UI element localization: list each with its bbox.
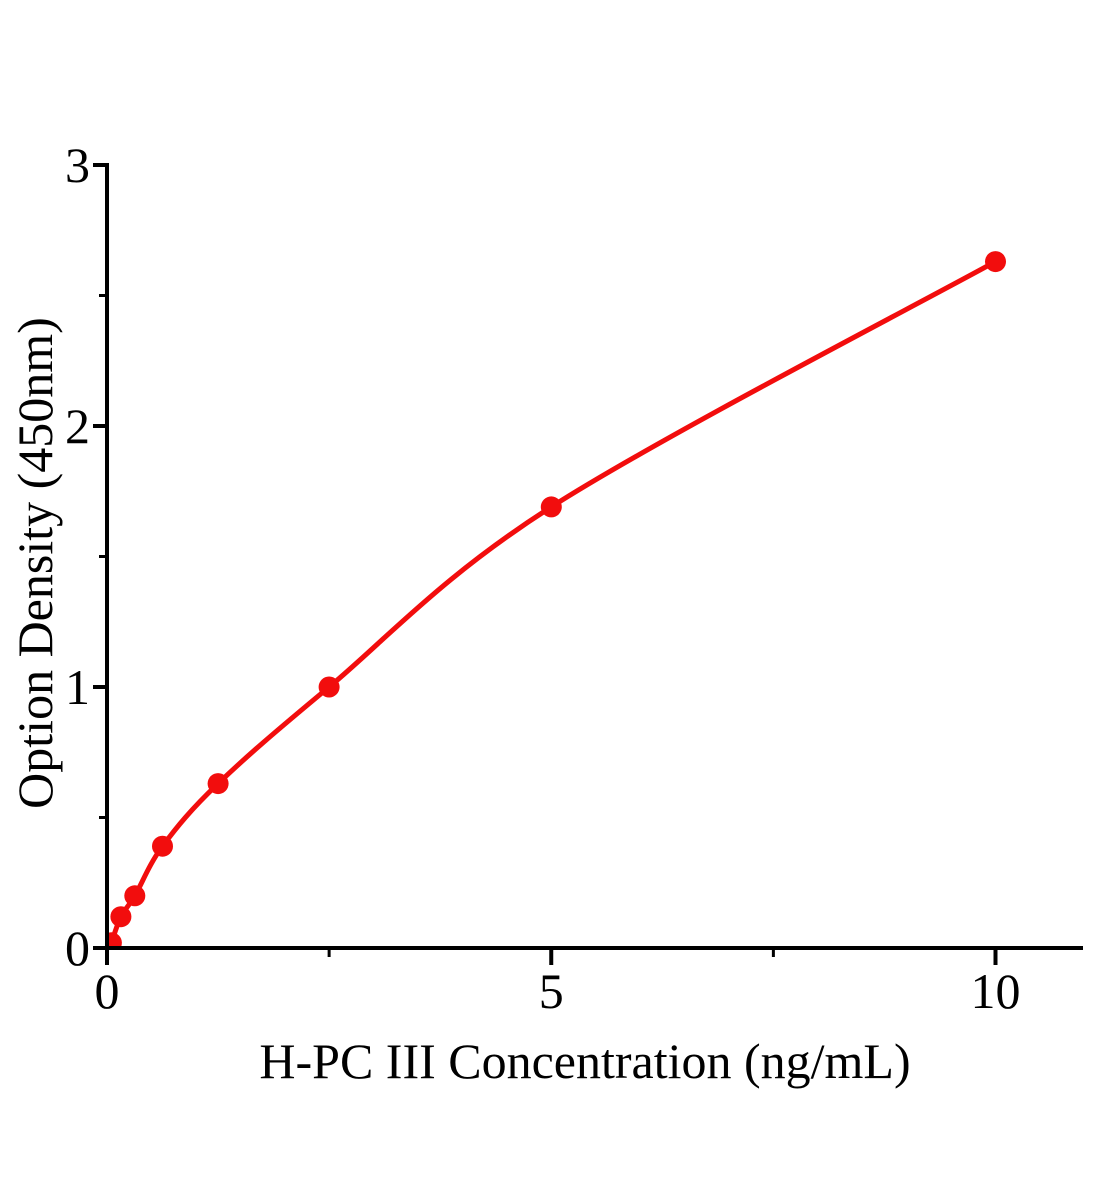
axes-group bbox=[93, 163, 1083, 965]
y-tick-label-0: 0 bbox=[65, 920, 90, 976]
data-point-7 bbox=[985, 251, 1006, 273]
data-point-5 bbox=[318, 676, 340, 698]
series-group bbox=[107, 251, 1006, 948]
x-tick-label-2: 10 bbox=[971, 963, 1021, 1019]
y-axis-title: Option Density (450nm) bbox=[7, 317, 63, 809]
x-tick-label-1: 5 bbox=[539, 963, 564, 1019]
x-axis-title: H-PC III Concentration (ng/mL) bbox=[259, 1033, 910, 1089]
data-point-1 bbox=[110, 906, 132, 928]
data-point-3 bbox=[152, 835, 173, 857]
y-tick-label-1: 1 bbox=[65, 659, 90, 715]
data-point-0 bbox=[107, 932, 122, 948]
data-point-2 bbox=[124, 885, 146, 907]
y-tick-label-2: 2 bbox=[65, 398, 90, 454]
curve-line bbox=[108, 259, 998, 946]
data-point-6 bbox=[540, 496, 562, 518]
y-tick-label-3: 3 bbox=[65, 137, 90, 193]
data-point-4 bbox=[207, 773, 229, 795]
x-tick-label-0: 0 bbox=[95, 963, 120, 1019]
